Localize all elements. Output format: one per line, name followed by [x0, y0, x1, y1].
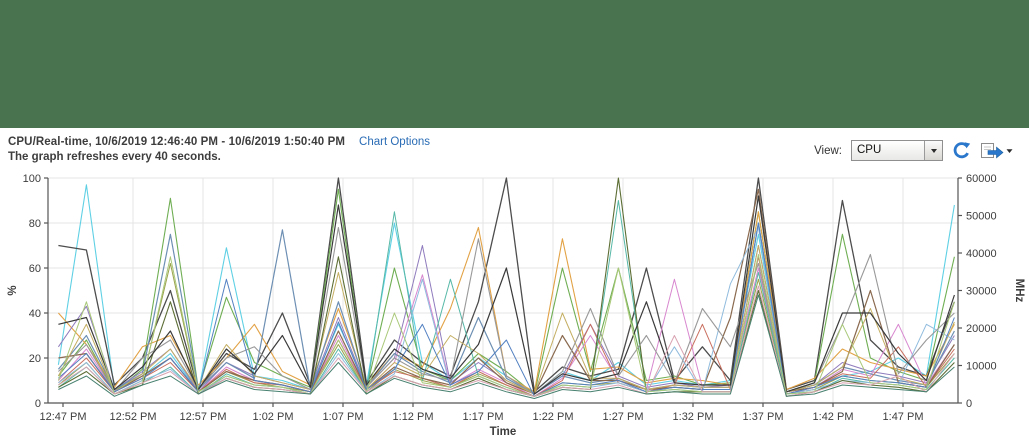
svg-text:12:57 PM: 12:57 PM: [179, 411, 226, 423]
export-button[interactable]: [980, 141, 1013, 160]
view-dropdown[interactable]: CPU: [851, 140, 943, 161]
svg-text:Time: Time: [490, 426, 517, 438]
chevron-down-icon: [930, 148, 937, 153]
export-icon: [981, 143, 1013, 159]
svg-text:1:22 PM: 1:22 PM: [533, 411, 574, 423]
svg-text:1:17 PM: 1:17 PM: [463, 411, 504, 423]
refresh-button[interactable]: [952, 141, 971, 160]
svg-text:0: 0: [966, 398, 972, 410]
svg-text:30000: 30000: [966, 286, 997, 298]
svg-text:MHz: MHz: [1013, 279, 1025, 303]
chart-series-line: [58, 195, 955, 395]
view-dropdown-value: CPU: [857, 144, 882, 156]
svg-text:20000: 20000: [966, 323, 997, 335]
svg-text:20: 20: [29, 353, 41, 365]
svg-text:1:02 PM: 1:02 PM: [253, 411, 294, 423]
svg-text:1:27 PM: 1:27 PM: [603, 411, 644, 423]
svg-text:0: 0: [35, 398, 41, 410]
chart-options-link[interactable]: Chart Options: [359, 136, 430, 148]
view-dropdown-button[interactable]: [924, 141, 942, 160]
svg-text:%: %: [7, 285, 19, 295]
chart-controls: View: CPU: [814, 140, 1013, 161]
svg-text:12:52 PM: 12:52 PM: [109, 411, 156, 423]
svg-text:60: 60: [29, 263, 41, 275]
chart-series-line: [58, 285, 955, 397]
svg-text:1:37 PM: 1:37 PM: [743, 411, 784, 423]
svg-text:1:07 PM: 1:07 PM: [323, 411, 364, 423]
svg-text:1:42 PM: 1:42 PM: [813, 411, 854, 423]
svg-text:12:47 PM: 12:47 PM: [39, 411, 86, 423]
export-menu-caret[interactable]: [1006, 149, 1013, 153]
svg-text:80: 80: [29, 218, 41, 230]
svg-text:1:32 PM: 1:32 PM: [673, 411, 714, 423]
svg-text:50000: 50000: [966, 211, 997, 223]
svg-text:1:47 PM: 1:47 PM: [883, 411, 924, 423]
svg-text:60000: 60000: [966, 173, 997, 185]
svg-text:40000: 40000: [966, 248, 997, 260]
cpu-line-chart: 0 20 40 60 80 100 0 10000 20000 30000 40000 50000 60…: [7, 173, 1025, 438]
view-label: View:: [814, 144, 842, 157]
top-header-band: [0, 0, 1029, 128]
chart-title: CPU/Real-time, 10/6/2019 12:46:40 PM - 1…: [8, 136, 346, 148]
chart-series-line: [57, 254, 955, 397]
refresh-note: The graph refreshes every 40 seconds.: [8, 151, 221, 163]
chart-series-line: [57, 245, 955, 395]
chart-series-line: [58, 177, 956, 393]
svg-text:100: 100: [23, 173, 41, 185]
svg-text:40: 40: [29, 308, 41, 320]
svg-text:1:12 PM: 1:12 PM: [393, 411, 434, 423]
chart-series-line: [58, 222, 955, 397]
chart-series-line: [58, 188, 955, 395]
chart-series-line: [58, 294, 955, 399]
refresh-icon: [953, 142, 971, 159]
svg-text:10000: 10000: [966, 361, 997, 373]
